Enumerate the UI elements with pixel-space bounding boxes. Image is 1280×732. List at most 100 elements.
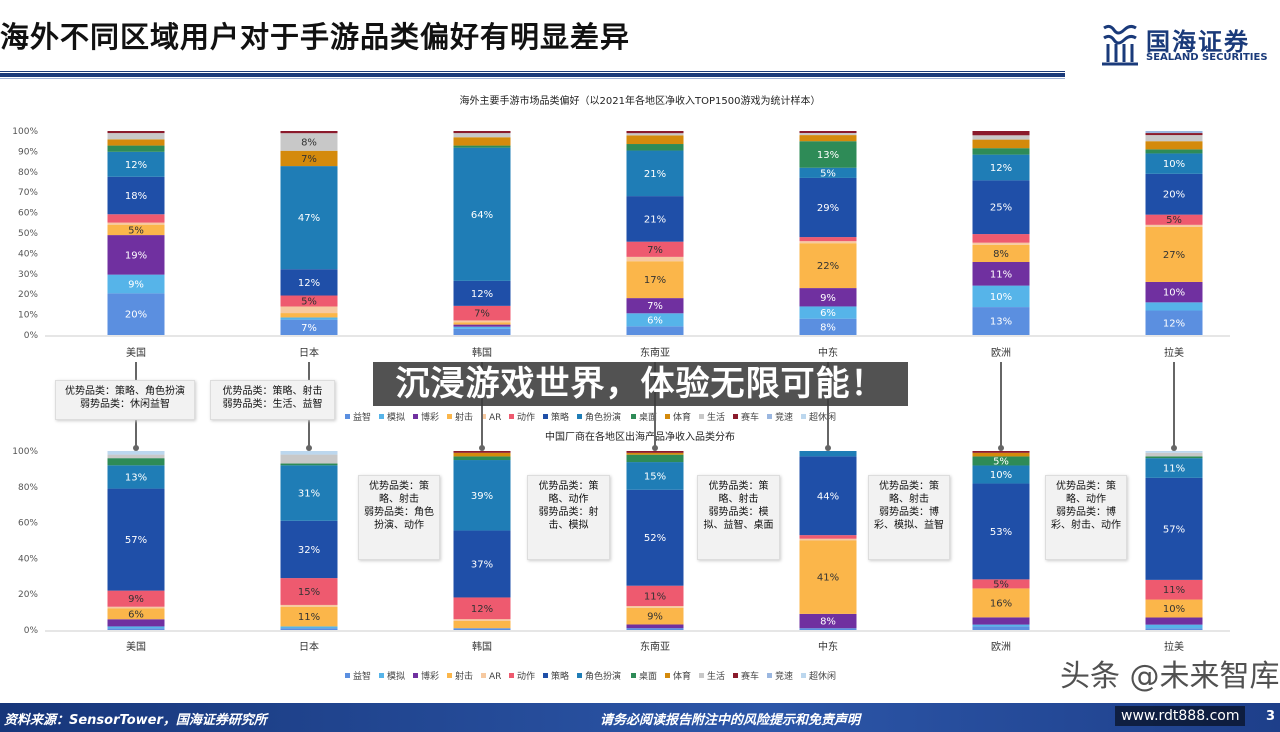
bar-segment-AR xyxy=(107,222,165,225)
data-label: 5% xyxy=(1166,215,1182,226)
connector-dot xyxy=(998,445,1004,451)
bar-segment-桌面 xyxy=(453,145,511,148)
bar-segment-益智 xyxy=(626,628,684,630)
y-tick-label: 90% xyxy=(18,147,38,157)
legend-label: AR xyxy=(489,413,501,423)
data-label: 10% xyxy=(990,292,1012,303)
data-label: 12% xyxy=(298,278,320,289)
data-label: 41% xyxy=(817,573,839,584)
bar-segment-博彩 xyxy=(799,288,857,307)
y-tick-label: 40% xyxy=(18,249,38,259)
bar-segment-AR xyxy=(626,256,684,262)
bar-segment-策略 xyxy=(972,180,1030,235)
footer-source: 资料来源：SensorTower，国海证券研究所 xyxy=(4,713,267,728)
bar-segment-超休闲 xyxy=(107,451,165,455)
data-label: 5% xyxy=(301,297,317,308)
bar-segment-生活 xyxy=(972,135,1030,140)
bar-segment-体育 xyxy=(453,452,511,457)
category-label: 欧洲 xyxy=(991,347,1011,359)
y-tick-label: 10% xyxy=(18,311,38,321)
region-callout: 优势品类：策略、动作 弱势品类：博彩、射击、动作 xyxy=(1045,475,1127,560)
bar-segment-赛车 xyxy=(799,131,857,134)
data-label: 10% xyxy=(1163,159,1185,170)
connector-dot xyxy=(306,445,312,451)
bar-segment-赛车 xyxy=(626,451,684,453)
legend-swatch xyxy=(733,673,738,678)
y-tick-label: 100% xyxy=(12,127,38,137)
legend-label: 桌面 xyxy=(639,411,657,423)
connector-dot xyxy=(825,445,831,451)
title-divider xyxy=(0,71,1065,72)
bar-segment-赛车 xyxy=(626,131,684,134)
bar-segment-动作 xyxy=(972,234,1030,243)
bar-segment-动作 xyxy=(453,597,511,620)
bar-segment-生活 xyxy=(280,133,338,151)
bar-segment-桌面 xyxy=(972,456,1030,466)
data-label: 7% xyxy=(474,309,490,320)
bar-segment-策略 xyxy=(453,530,511,598)
bar-segment-赛车 xyxy=(1145,133,1203,136)
bar-segment-益智 xyxy=(1145,628,1203,630)
data-label: 8% xyxy=(820,617,836,628)
y-tick-label: 20% xyxy=(18,590,38,600)
data-label: 12% xyxy=(125,160,147,171)
bar-segment-博彩 xyxy=(626,624,684,629)
legend-label: 射击 xyxy=(455,670,473,682)
y-tick-label: 80% xyxy=(18,168,38,178)
bar-segment-赛车 xyxy=(280,131,338,134)
bar-segment-博彩 xyxy=(626,298,684,314)
bar-segment-射击 xyxy=(799,540,857,614)
legend-swatch xyxy=(481,414,486,419)
bar-segment-模拟 xyxy=(972,285,1030,308)
title-divider-thick xyxy=(0,73,1065,77)
bar-segment-射击 xyxy=(107,224,165,236)
bar-segment-桌面 xyxy=(280,463,338,466)
bar-segment-角色扮演 xyxy=(1145,153,1203,174)
bar-segment-射击 xyxy=(799,243,857,289)
bar-segment-策略 xyxy=(453,280,511,306)
data-label: 10% xyxy=(990,470,1012,481)
category-label: 中东 xyxy=(818,640,838,653)
legend-swatch xyxy=(379,414,384,419)
bar-segment-射击 xyxy=(1145,226,1203,282)
data-label: 13% xyxy=(817,150,839,161)
chart-title: 中国厂商在各地区出海产品净收入品类分布 xyxy=(545,430,735,443)
bar-segment-AR xyxy=(799,241,857,244)
data-label: 7% xyxy=(301,323,317,334)
y-tick-label: 40% xyxy=(18,554,38,564)
data-label: 12% xyxy=(471,604,493,615)
category-label: 韩国 xyxy=(472,640,492,653)
data-label: 5% xyxy=(128,225,144,236)
bar-segment-模拟 xyxy=(280,317,338,320)
bar-segment-AR xyxy=(972,242,1030,245)
bar-segment-竞速 xyxy=(1145,131,1203,134)
data-label: 19% xyxy=(125,250,147,261)
bar-segment-射击 xyxy=(453,620,511,629)
category-label: 美国 xyxy=(126,640,146,653)
region-callout: 优势品类：策略、射击 弱势品类：角色扮演、动作 xyxy=(358,475,440,560)
bar-segment-桌面 xyxy=(107,458,165,466)
data-label: 9% xyxy=(820,293,836,304)
data-label: 20% xyxy=(125,310,147,321)
data-label: 57% xyxy=(125,535,147,546)
legend-label: 博彩 xyxy=(421,411,439,423)
data-label: 8% xyxy=(301,137,317,148)
bar-segment-博彩 xyxy=(107,235,165,275)
bar-segment-体育 xyxy=(1145,141,1203,150)
company-logo: 国海证券 SEALAND SECURITIES xyxy=(1100,20,1280,70)
legend-swatch xyxy=(665,673,670,678)
legend-label: 超休闲 xyxy=(809,411,836,423)
data-label: 39% xyxy=(471,491,493,502)
bar-segment-体育 xyxy=(626,135,684,145)
data-label: 8% xyxy=(820,322,836,333)
category-label: 东南亚 xyxy=(640,346,670,359)
region-callout: 优势品类：策略、角色扮演 弱势品类：休闲益智 xyxy=(55,380,195,420)
data-label: 12% xyxy=(990,163,1012,174)
bar-segment-AR xyxy=(626,606,684,608)
overlay-banner: 沉浸游戏世界，体验无限可能！ xyxy=(373,362,908,406)
chart-title: 海外主要手游市场品类偏好（以2021年各地区净收入TOP1500游戏为统计样本） xyxy=(460,94,821,107)
region-callout: 优势品类：策略、射击 弱势品类：模拟、益智、桌面 xyxy=(697,475,780,560)
bar-segment-生活 xyxy=(107,454,165,459)
legend-label: 动作 xyxy=(517,670,535,682)
bar-segment-动作 xyxy=(280,295,338,307)
